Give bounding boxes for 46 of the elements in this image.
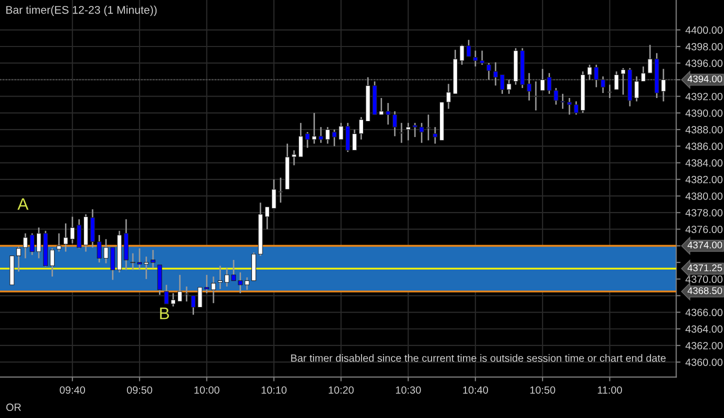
y-tick-label: 4366.00: [685, 308, 722, 316]
y-tick-label: 4378.00: [685, 209, 722, 216]
y-tick-label: 4386.00: [685, 142, 722, 150]
candlestick: [218, 265, 223, 290]
ref-line-label: 4368.50: [688, 287, 722, 294]
y-tick-label: 4376.00: [685, 226, 722, 234]
y-tick-label: 4388.00: [685, 126, 722, 134]
x-tick-label: 10:10: [262, 386, 287, 394]
chart-title: Bar timer(ES 12-23 (1 Minute)): [6, 6, 157, 16]
y-tick-label: 4400.00: [685, 26, 722, 34]
y-tick-label: 4380.00: [685, 192, 722, 200]
x-tick-label: 10:50: [530, 386, 556, 394]
x-tick-label: 10:30: [396, 386, 421, 394]
x-tick-label: 10:00: [194, 386, 220, 394]
x-tick-label: 09:40: [60, 386, 86, 394]
annotation: A: [17, 198, 29, 210]
y-tick-label: 4360.00: [685, 358, 722, 366]
candlestick: [110, 246, 116, 281]
candlestick: [104, 238, 108, 264]
y-tick-label: 4384.00: [685, 159, 722, 167]
y-tick-label: 4382.00: [685, 176, 722, 184]
y-tick-label: 4362.00: [685, 342, 722, 350]
y-tick-label: 4398.00: [685, 43, 722, 50]
x-tick-label: 11:00: [598, 386, 622, 394]
x-tick-label: 10:20: [328, 386, 354, 394]
y-tick-label: 4396.00: [685, 60, 722, 67]
candlestick: [144, 256, 149, 280]
candlestick: [56, 232, 62, 252]
y-tick-label: 4390.00: [685, 109, 722, 117]
ref-line-label: 4374.00: [688, 242, 722, 248]
ref-line-label: 4394.00: [688, 75, 722, 82]
candlestick: [16, 246, 22, 272]
ref-line-label: 4371.25: [688, 264, 722, 272]
candlestick: [150, 249, 156, 269]
y-tick-label: 4392.00: [685, 92, 722, 100]
text: OR: [6, 404, 21, 411]
candlestick: [50, 248, 55, 278]
annotation: B: [160, 308, 169, 320]
candlestick: [244, 276, 250, 291]
y-tick-label: 4364.00: [685, 325, 722, 333]
x-tick-label: 10:40: [463, 386, 488, 394]
candlestick: [238, 272, 243, 294]
candlestick: [96, 234, 102, 264]
annotation: Bar timer disabled since the current time is outside session time or chart end date: [291, 354, 666, 362]
y-tick-label: 4370.00: [685, 276, 722, 283]
x-tick-label: 09:50: [126, 386, 152, 394]
